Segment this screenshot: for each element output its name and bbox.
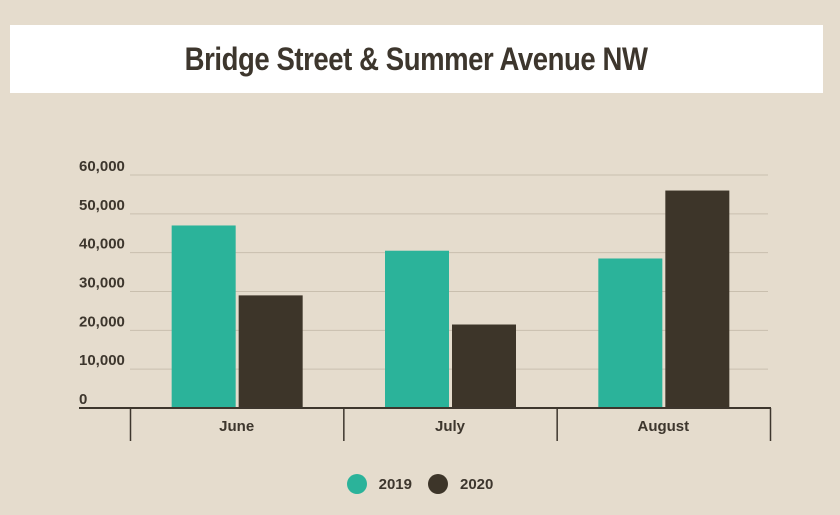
y-axis-labels: 0 10,000 20,000 30,000 40,000 50,000 60,000 <box>79 158 125 408</box>
y-tick-label: 50,000 <box>79 197 125 214</box>
legend-item-2020[interactable]: 2020 <box>428 474 493 494</box>
y-tick-label: 60,000 <box>79 158 125 175</box>
x-tick-label-august: August <box>637 418 689 435</box>
x-axis: June July August <box>79 407 772 441</box>
legend-label-2020: 2020 <box>460 475 494 493</box>
y-tick-label: 40,000 <box>79 236 125 253</box>
legend: 2019 2020 <box>0 473 840 495</box>
legend-swatch-2020 <box>428 474 448 494</box>
y-tick-label: 0 <box>79 391 87 408</box>
bar-2019-june[interactable] <box>171 225 236 408</box>
x-tick-label-june: June <box>219 418 254 435</box>
bars <box>171 190 730 408</box>
y-tick-label: 30,000 <box>79 275 125 292</box>
bar-2020-june[interactable] <box>238 295 303 408</box>
y-tick-label: 20,000 <box>79 313 125 330</box>
legend-label-2019: 2019 <box>378 475 412 493</box>
x-tick-label-july: July <box>435 418 466 435</box>
title-banner: Bridge Street & Summer Avenue NW <box>10 25 823 93</box>
bar-2020-july[interactable] <box>452 324 516 408</box>
bar-2019-august[interactable] <box>598 258 663 408</box>
chart-title: Bridge Street & Summer Avenue NW <box>185 40 648 77</box>
legend-swatch-2019 <box>346 474 367 494</box>
bar-2019-july[interactable] <box>385 250 449 408</box>
legend-item-2019[interactable]: 2019 <box>346 474 412 494</box>
y-tick-label: 10,000 <box>79 352 125 369</box>
bar-2020-august[interactable] <box>665 190 730 408</box>
